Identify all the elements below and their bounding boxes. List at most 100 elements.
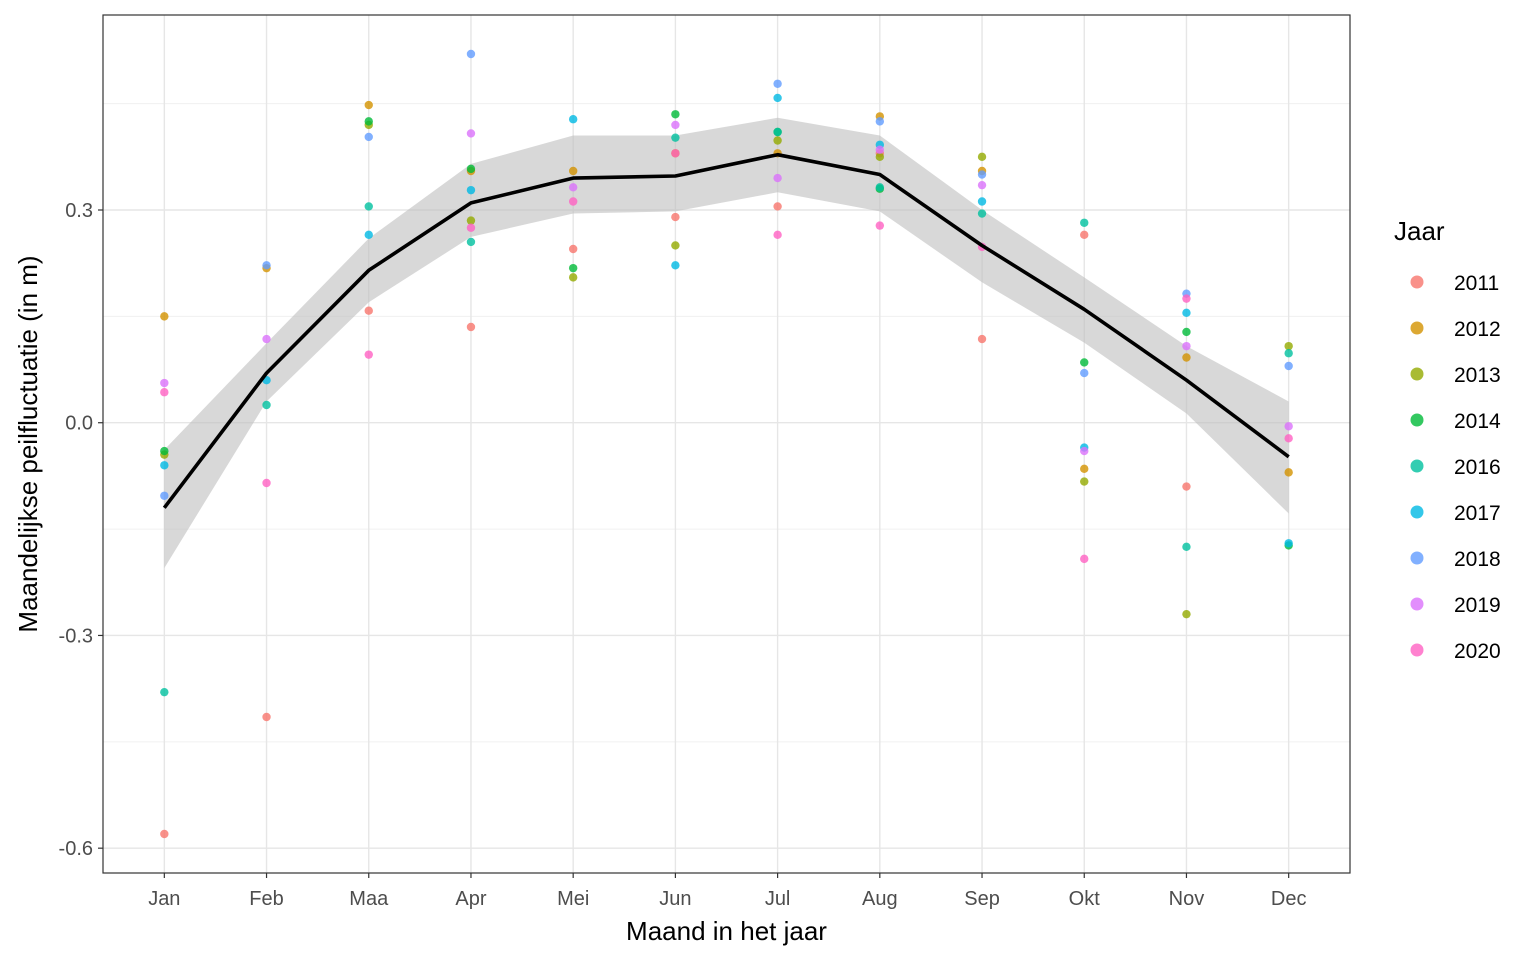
data-point-2013: [671, 241, 680, 250]
legend-label: 2016: [1454, 456, 1501, 479]
data-point-2011: [364, 306, 373, 315]
data-point-2013: [568, 273, 578, 282]
data-point-2012: [160, 312, 169, 321]
data-point-2016: [875, 183, 885, 192]
legend-label: 2014: [1454, 410, 1501, 433]
trend-line-layer: [162, 152, 1290, 509]
y-axis-title: Maandelijkse peilfluctuatie (in m): [13, 255, 43, 632]
data-point-2018: [977, 170, 987, 179]
x-tick-label: Apr: [455, 888, 486, 910]
data-point-2016: [1284, 349, 1293, 358]
data-point-2016: [160, 687, 169, 697]
data-point-2013: [1284, 341, 1293, 351]
scatter-points: [160, 49, 1293, 839]
data-point-2020: [1284, 434, 1293, 443]
data-point-2019: [262, 334, 271, 344]
data-point-2020: [773, 230, 782, 240]
data-point-2019: [773, 173, 782, 183]
data-point-2017: [671, 261, 680, 270]
data-point-2019: [160, 378, 169, 388]
legend-label: 2012: [1454, 318, 1501, 341]
data-point-2011: [262, 712, 271, 722]
legend-label: 2020: [1454, 640, 1501, 663]
data-point-2016: [262, 400, 271, 410]
data-point-2020: [364, 350, 373, 359]
legend-key-2017: [1410, 505, 1424, 519]
data-point-2016: [1182, 542, 1191, 552]
data-point-2011: [568, 244, 578, 254]
data-point-2019: [1080, 446, 1089, 456]
x-tick-label: Jul: [765, 888, 791, 910]
data-point-2011: [1182, 482, 1191, 491]
x-tick-label: Mei: [557, 888, 589, 910]
data-point-2016: [671, 133, 680, 142]
legend-key-2019: [1410, 597, 1424, 611]
data-point-2018: [875, 117, 885, 126]
data-point-2020: [875, 221, 885, 230]
data-point-2019: [977, 180, 987, 190]
data-point-2020: [466, 223, 476, 232]
data-point-2013: [875, 152, 885, 162]
data-point-2018: [262, 261, 271, 270]
data-point-2014: [466, 164, 476, 174]
legend-key-2018: [1410, 551, 1424, 565]
data-point-2011: [466, 322, 476, 332]
x-axis-title: Maand in het jaar: [626, 916, 827, 946]
data-point-2014: [568, 263, 578, 273]
data-point-2013: [1182, 609, 1191, 619]
x-tick-label: Maa: [349, 888, 389, 910]
legend-key-2011: [1410, 275, 1424, 289]
data-point-2012: [1182, 353, 1191, 362]
x-tick-label: Jan: [148, 888, 180, 910]
legend-key-2020: [1410, 643, 1424, 657]
y-tick-label: 0.3: [65, 200, 93, 222]
legend-key-2014: [1410, 413, 1424, 427]
data-point-2016: [466, 237, 476, 247]
data-point-2013: [1080, 477, 1089, 486]
data-point-2014: [671, 110, 680, 119]
data-point-2018: [364, 132, 373, 142]
data-point-2018: [1080, 368, 1089, 378]
data-point-2011: [1080, 230, 1089, 240]
data-point-2011: [773, 202, 782, 211]
data-point-2014: [1182, 327, 1191, 337]
data-point-2016: [364, 202, 373, 211]
data-point-2020: [160, 388, 169, 397]
x-tick-label: Nov: [1169, 888, 1205, 910]
confidence-band-layer: [164, 117, 1289, 569]
x-tick-label: Dec: [1271, 888, 1307, 910]
data-point-2017: [773, 93, 782, 103]
data-point-2020: [1080, 554, 1089, 564]
data-point-2020: [262, 478, 271, 488]
data-point-2018: [160, 491, 169, 500]
y-tick-label: -0.3: [59, 625, 93, 647]
data-point-2012: [1284, 468, 1293, 477]
data-point-2011: [977, 334, 987, 344]
data-point-2017: [160, 461, 169, 470]
data-point-2017: [466, 185, 476, 195]
data-point-2013: [466, 216, 476, 225]
data-point-2020: [671, 149, 680, 158]
legend-label: 2013: [1454, 364, 1501, 387]
data-point-2018: [773, 79, 782, 88]
data-point-2011: [671, 212, 680, 222]
legend: Jaar 2011 2012 2013 2014 2016 2017 2018 2019 202…: [1394, 216, 1501, 663]
data-point-2019: [671, 120, 680, 130]
data-point-2017: [1182, 308, 1191, 318]
legend-label: 2017: [1454, 502, 1501, 525]
data-point-2019: [1182, 341, 1191, 351]
data-point-2018: [466, 49, 476, 59]
data-point-2017: [1284, 539, 1293, 548]
data-point-2019: [568, 183, 578, 192]
y-tick-label: -0.6: [59, 838, 93, 860]
data-point-2016: [977, 209, 987, 218]
data-point-2017: [568, 115, 578, 124]
data-point-2016: [773, 127, 782, 137]
data-point-2014: [364, 117, 373, 126]
data-point-2019: [875, 145, 885, 154]
data-point-2016: [1080, 218, 1089, 227]
legend-label: 2018: [1454, 548, 1501, 571]
legend-key-2013: [1410, 367, 1424, 381]
data-point-2017: [364, 230, 373, 240]
